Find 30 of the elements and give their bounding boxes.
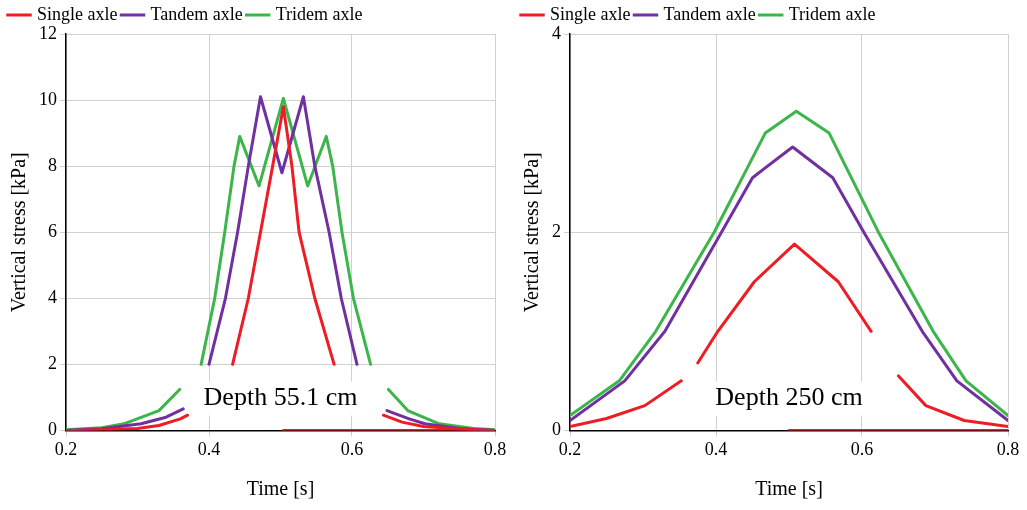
legend-label: Tridem axle xyxy=(275,3,363,24)
x-tick-label: 0.8 xyxy=(483,438,507,459)
legend-label: Single axle xyxy=(550,3,631,24)
x-axis-title: Time [s] xyxy=(246,477,315,500)
x-axis-title: Time [s] xyxy=(755,477,823,500)
annotation: Depth 250 cm xyxy=(715,382,863,412)
x-tick-label: 0.4 xyxy=(704,438,728,459)
x-tick-label: 0.2 xyxy=(54,438,78,459)
y-tick-label: 6 xyxy=(48,220,57,241)
legend-label: Tridem axle xyxy=(788,3,876,24)
y-tick-label: 10 xyxy=(39,88,57,109)
x-tick-label: 0.6 xyxy=(340,438,364,459)
x-tick-label: 0.8 xyxy=(996,438,1020,459)
x-tick-label: 0.4 xyxy=(197,438,221,459)
y-tick-label: 4 xyxy=(48,287,57,307)
y-tick-label: 8 xyxy=(48,154,57,175)
legend-label: Tandem axle xyxy=(663,3,756,24)
legend-label: Single axle xyxy=(37,3,118,24)
legend-label: Tandem axle xyxy=(150,3,243,24)
y-tick-label: 2 xyxy=(552,220,561,241)
y-axis-title: Vertical stress [kPa] xyxy=(7,152,30,313)
y-tick-label: 2 xyxy=(48,353,57,374)
x-tick-label: 0.2 xyxy=(558,438,582,459)
annotation: Depth 55.1 cm xyxy=(203,382,358,412)
y-tick-label: 4 xyxy=(552,22,561,43)
x-tick-label: 0.6 xyxy=(850,438,874,459)
y-tick-label: 0 xyxy=(48,419,57,440)
y-tick-label: 0 xyxy=(552,419,561,440)
y-axis-title: Vertical stress [kPa] xyxy=(520,152,543,313)
y-tick-label: 12 xyxy=(39,22,57,43)
